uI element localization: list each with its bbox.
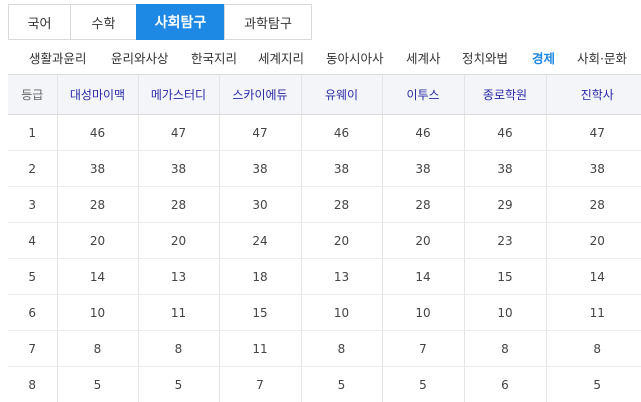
cutoff-cell: 20 — [57, 222, 139, 259]
sub-tab-korean-geography[interactable]: 한국지리 — [191, 51, 238, 66]
cutoff-cell: 7 — [382, 330, 465, 367]
cutoff-cell: 15 — [219, 294, 302, 331]
cutoff-cell: 38 — [301, 150, 383, 187]
cutoff-cell: 38 — [57, 150, 139, 187]
sub-tab-economics[interactable]: 경제 — [532, 51, 556, 66]
cutoff-cell: 13 — [138, 258, 220, 295]
cutoff-cell: 47 — [138, 114, 220, 151]
sub-tab-east-asian-history[interactable]: 동아시아사 — [326, 51, 384, 66]
cutoff-cell: 46 — [57, 114, 139, 151]
tab-math[interactable]: 수학 — [70, 4, 136, 40]
sub-tab-world-history[interactable]: 세계사 — [406, 51, 441, 66]
cutoff-cell: 23 — [464, 222, 547, 259]
cutoff-cell: 38 — [219, 150, 302, 187]
cutoff-cell: 5 — [57, 366, 139, 402]
cutoff-cell: 20 — [301, 222, 383, 259]
cutoff-cell: 38 — [546, 150, 641, 187]
cutoff-cell: 5 — [382, 366, 465, 402]
cutoff-cell: 8 — [57, 330, 139, 367]
header-grade: 등급 — [8, 74, 58, 115]
sub-tab-ethics-life[interactable]: 생활과윤리 — [29, 51, 87, 66]
cutoff-cell: 10 — [301, 294, 383, 331]
cutoff-cell: 14 — [57, 258, 139, 295]
sub-tab-society-culture[interactable]: 사회·문화 — [577, 51, 627, 66]
table-row: 2 38 38 38 38 38 38 38 — [8, 150, 641, 187]
table-row: 6 10 11 15 10 10 10 11 — [8, 294, 641, 331]
cutoff-cell: 11 — [138, 294, 220, 331]
cutoff-cell: 30 — [219, 186, 302, 223]
tab-social-studies[interactable]: 사회탐구 — [136, 4, 224, 40]
header-jongro: 종로학원 — [464, 74, 547, 115]
table-row: 3 28 28 30 28 28 29 28 — [8, 186, 641, 223]
cutoff-cell: 6 — [464, 366, 547, 402]
cutoff-cell: 28 — [301, 186, 383, 223]
cutoff-cell: 8 — [464, 330, 547, 367]
tab-science[interactable]: 과학탐구 — [224, 4, 312, 40]
cutoff-cell: 38 — [138, 150, 220, 187]
cutoff-cell: 7 — [219, 366, 302, 402]
cutoff-cell: 14 — [546, 258, 641, 295]
grade-cell: 7 — [8, 330, 58, 367]
cutoff-cell: 8 — [138, 330, 220, 367]
table-row: 4 20 20 24 20 20 23 20 — [8, 222, 641, 259]
cutoff-cell: 5 — [546, 366, 641, 402]
cutoff-cell: 46 — [464, 114, 547, 151]
cutoff-cell: 5 — [301, 366, 383, 402]
sub-tab-world-geography[interactable]: 세계지리 — [258, 51, 305, 66]
cutoff-cell: 13 — [301, 258, 383, 295]
header-uway: 유웨이 — [301, 74, 383, 115]
cutoff-cell: 46 — [301, 114, 383, 151]
grade-cell: 1 — [8, 114, 58, 151]
cutoff-cell: 28 — [382, 186, 465, 223]
cutoff-cell: 38 — [464, 150, 547, 187]
header-jinhak: 진학사 — [546, 74, 641, 115]
cutoff-cell: 20 — [546, 222, 641, 259]
subject-tabs: 국어 수학 사회탐구 과학탐구 — [8, 4, 312, 40]
cutoff-cell: 8 — [301, 330, 383, 367]
cutoff-cell: 20 — [138, 222, 220, 259]
header-etoos: 이투스 — [382, 74, 465, 115]
cutoff-cell: 18 — [219, 258, 302, 295]
sub-tab-politics-law[interactable]: 정치와법 — [462, 51, 509, 66]
table-header-row: 등급 대성마이맥 메가스터디 스카이에듀 유웨이 이투스 종로학원 진학사 — [8, 74, 641, 115]
cutoff-cell: 29 — [464, 186, 547, 223]
tab-korean[interactable]: 국어 — [8, 4, 70, 40]
cutoff-cell: 28 — [138, 186, 220, 223]
header-daesung: 대성마이맥 — [57, 74, 139, 115]
cutoff-cell: 14 — [382, 258, 465, 295]
grade-cell: 3 — [8, 186, 58, 223]
cutoff-cell: 47 — [219, 114, 302, 151]
grade-cell: 5 — [8, 258, 58, 295]
cutoff-cell: 20 — [382, 222, 465, 259]
table-row: 7 8 8 11 8 7 8 8 — [8, 330, 641, 367]
cutoff-cell: 28 — [546, 186, 641, 223]
cutoff-cell: 28 — [57, 186, 139, 223]
cutoff-cell: 8 — [546, 330, 641, 367]
grade-cell: 4 — [8, 222, 58, 259]
cutoff-cell: 10 — [57, 294, 139, 331]
cutoff-cell: 46 — [382, 114, 465, 151]
table-row: 5 14 13 18 13 14 15 14 — [8, 258, 641, 295]
cutoff-cell: 11 — [219, 330, 302, 367]
header-skyedu: 스카이에듀 — [219, 74, 302, 115]
cutoff-cell: 38 — [382, 150, 465, 187]
cutoff-cell: 5 — [138, 366, 220, 402]
cutoff-cell: 24 — [219, 222, 302, 259]
cutoff-cell: 10 — [464, 294, 547, 331]
grade-cell: 2 — [8, 150, 58, 187]
sub-tab-ethics-thought[interactable]: 윤리와사상 — [111, 51, 169, 66]
grade-cell: 8 — [8, 366, 58, 402]
cutoff-cell: 10 — [382, 294, 465, 331]
table-row: 1 46 47 47 46 46 46 47 — [8, 114, 641, 151]
cutoff-cell: 47 — [546, 114, 641, 151]
cutoff-cell: 15 — [464, 258, 547, 295]
sub-subject-tabs: 생활과윤리 윤리와사상 한국지리 세계지리 동아시아사 세계사 정치와법 경제 … — [0, 44, 641, 72]
header-megastudy: 메가스터디 — [138, 74, 220, 115]
grade-cell: 6 — [8, 294, 58, 331]
cutoff-cell: 11 — [546, 294, 641, 331]
